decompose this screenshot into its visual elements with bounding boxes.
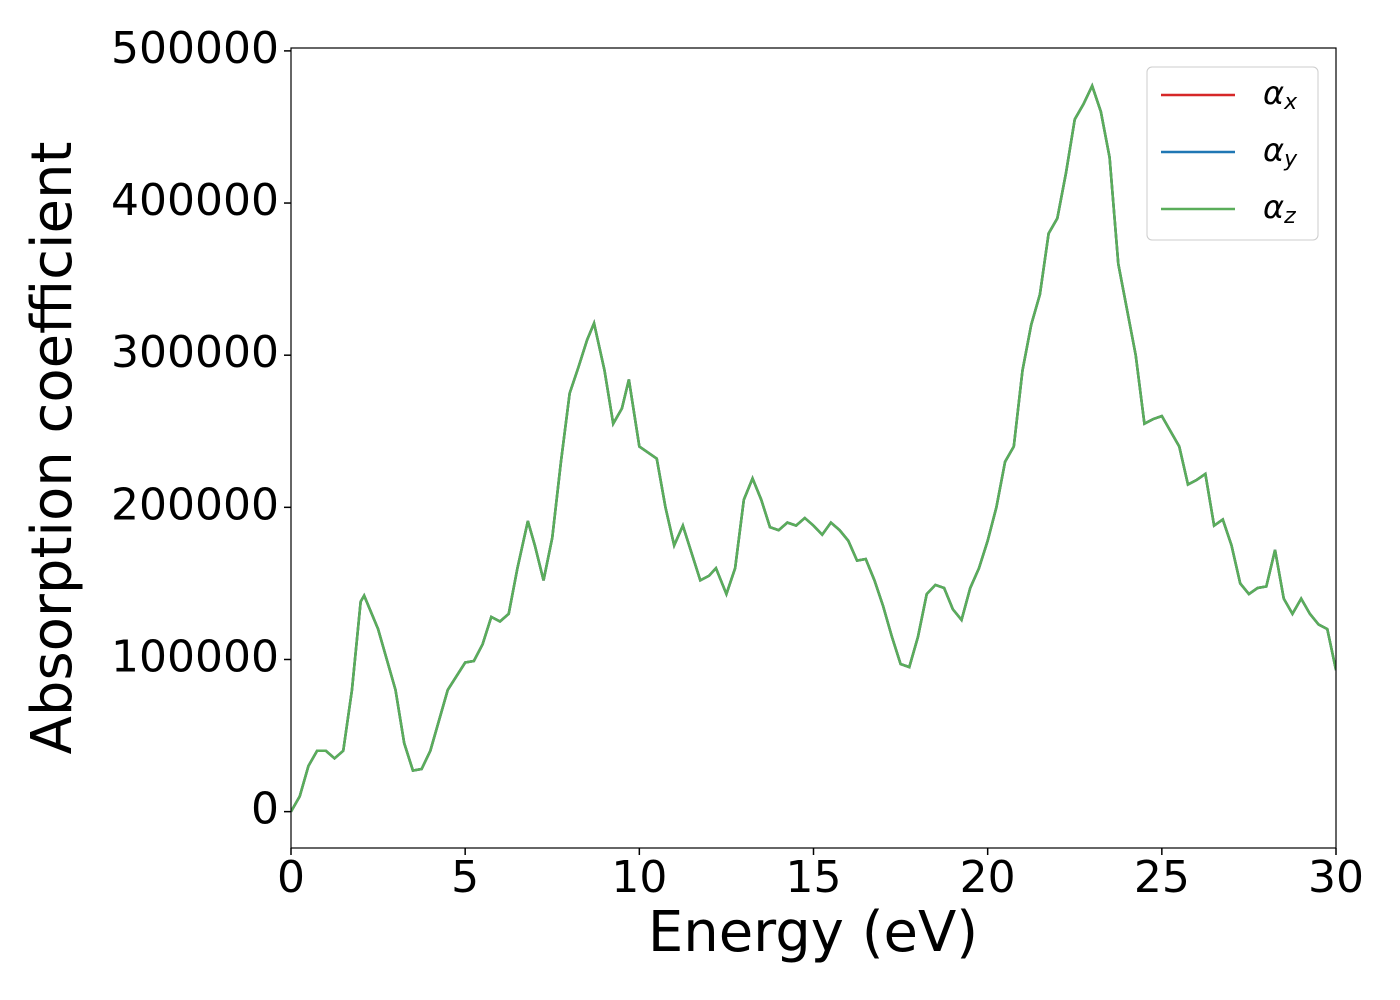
legend-box — [1146, 66, 1319, 241]
legend-label: αx — [1263, 74, 1298, 115]
x-tick-label: 30 — [1308, 852, 1364, 903]
x-tick-label: 20 — [960, 852, 1016, 903]
x-axis-label: Energy (eV) — [648, 900, 978, 965]
x-tick-label: 10 — [611, 852, 667, 903]
x-tick-label: 15 — [786, 852, 842, 903]
y-tick-label: 300000 — [111, 327, 279, 378]
y-tick-label: 200000 — [111, 479, 279, 530]
y-axis-label: Absorption coefficient — [20, 142, 85, 755]
y-tick-label: 400000 — [111, 175, 279, 226]
x-tick-label: 25 — [1134, 852, 1190, 903]
plot-frame — [290, 47, 1337, 849]
legend-label: αy — [1263, 131, 1298, 172]
x-tick-label: 5 — [451, 852, 479, 903]
x-tick-label: 0 — [277, 852, 305, 903]
line — [291, 82, 1336, 813]
y-tick-label: 500000 — [111, 23, 279, 74]
y-tick-label: 0 — [251, 784, 279, 835]
y-tick-label: 100000 — [111, 631, 279, 682]
legend-label: αz — [1263, 188, 1296, 229]
